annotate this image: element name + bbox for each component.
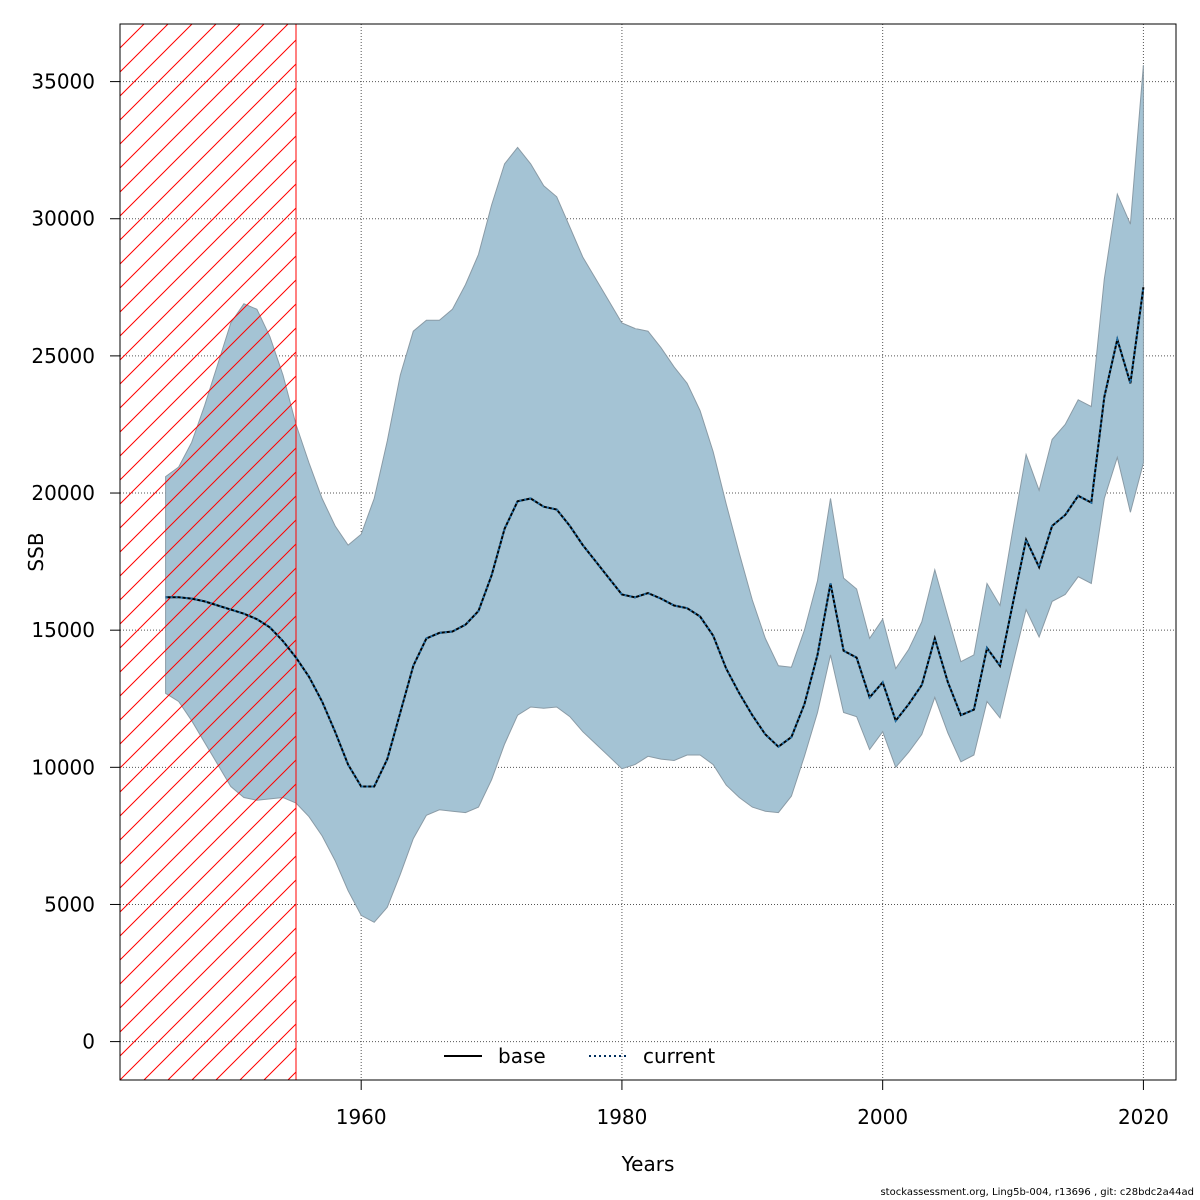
y-tick-label: 0 — [82, 1030, 95, 1054]
hatched-region-rect — [119, 23, 297, 1081]
confidence-band — [165, 65, 1144, 923]
y-tick-label: 5000 — [44, 892, 95, 916]
series-line-current — [165, 287, 1145, 788]
x-tick-label: 1960 — [336, 1105, 387, 1129]
y-tick-label: 15000 — [31, 618, 95, 642]
legend-label-current: current — [643, 1044, 715, 1068]
x-tick-label: 1980 — [596, 1105, 647, 1129]
hatched-region — [119, 23, 297, 1081]
series-lines — [165, 287, 1145, 788]
y-axis-title: SSB — [24, 532, 48, 571]
x-tick-label: 2020 — [1118, 1105, 1169, 1129]
y-tick-label: 10000 — [31, 755, 95, 779]
confidence-band-area — [165, 65, 1144, 923]
y-tick-label: 30000 — [31, 207, 95, 231]
y-tick-label: 20000 — [31, 481, 95, 505]
y-tick-label: 25000 — [31, 344, 95, 368]
legend-label-base: base — [498, 1044, 546, 1068]
x-tick-label: 2000 — [857, 1105, 908, 1129]
y-axis: 0 5000 10000 15000 20000 25000 30000 35000 — [31, 70, 120, 1054]
legend: base current — [444, 1044, 715, 1068]
footer-credit: stockassessment.org, Ling5b-004, r13696 … — [880, 1187, 1194, 1198]
plot-frame — [119, 23, 1177, 1081]
x-axis-title: Years — [621, 1152, 675, 1176]
y-tick-label: 35000 — [31, 70, 95, 94]
x-axis: 1960 1980 2000 2020 — [336, 1080, 1169, 1129]
